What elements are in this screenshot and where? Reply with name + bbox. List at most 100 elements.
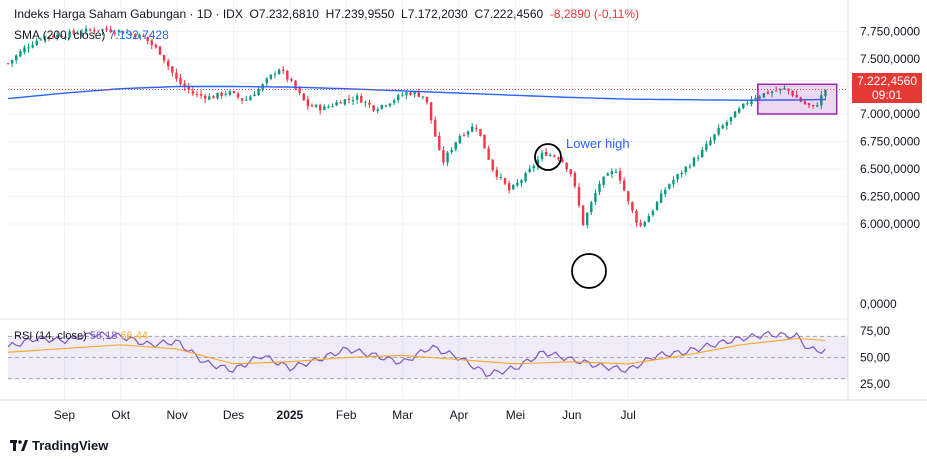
candle-body [191,90,195,94]
candle [622,177,626,191]
candle [191,86,195,97]
candle [109,25,112,34]
candle-body [68,31,71,38]
candle [51,34,55,39]
candle-body [594,192,597,202]
candle [314,103,318,108]
candle [659,189,663,204]
candle [43,35,47,44]
candle-body [754,97,757,100]
candle-body [721,125,724,129]
candle [701,146,704,158]
candle-body [208,96,211,100]
candle [158,46,162,55]
candle [199,90,203,99]
candle [130,32,133,37]
time-tick-label: 2025 [277,408,304,422]
candle [93,27,96,35]
candle [561,157,564,163]
candle-body [302,93,305,101]
candle-body [807,103,811,106]
candle [643,221,646,228]
candle-body [405,92,408,96]
candle-body [647,215,651,223]
candle [60,33,63,38]
rsi-label: RSI (14, close) [14,330,87,342]
candle-body [458,136,462,144]
price-tick-label: 6.500,0000 [860,162,920,176]
candle-body [298,88,301,94]
candle [585,212,589,229]
candle-body [183,83,186,87]
candle-body [130,33,133,35]
candle [68,29,71,40]
candle [203,93,207,104]
price-tick-label: 7.000,0000 [860,107,920,121]
chart-header: Indeks Harga Saham Gabungan · 1D · IDX O… [14,7,639,21]
candle-body [557,157,560,160]
candle-body [684,166,687,173]
candle-body [150,40,153,45]
candle [664,187,667,198]
candle-body [27,47,30,49]
low-value: 7.172,2030 [407,7,468,21]
candle-body [446,152,449,163]
candle-body [561,160,564,162]
time-tick-label: Apr [450,408,469,422]
candle-body [93,30,96,32]
candle-body [750,99,753,105]
candle-body [265,78,268,84]
candle [84,25,88,35]
candle-body [121,31,125,34]
candle-body [331,105,334,107]
candle-body [167,60,170,67]
price-tick-label: 0,0000 [860,297,897,311]
candle-body [253,94,256,97]
last-price-value: 7.222,4560 [856,74,918,88]
candle [154,43,158,49]
candle [688,163,692,169]
candle [721,123,724,130]
candle [470,122,474,133]
candle-body [224,93,227,95]
candle [401,91,404,97]
candle-body [512,184,515,190]
candle-body [306,99,310,107]
time-tick-label: Mar [392,408,413,422]
candle [581,205,585,226]
candle [10,59,14,68]
candle-body [795,94,798,98]
candle-body [487,148,490,160]
low-point-circle [571,253,607,289]
interval[interactable]: 1D [196,7,213,21]
candle [376,107,379,114]
candle [536,155,540,170]
sma-label: SMA (200, close) [14,28,106,42]
candle-body [318,105,322,111]
candle [454,141,457,152]
candle [15,54,18,64]
candle [565,162,568,172]
candle-body [314,104,318,107]
candle [146,36,149,45]
lower-high-annotation: Lower high [566,136,630,151]
candle-body [388,103,392,106]
tradingview-logo[interactable]: TradingView [10,438,108,453]
candle [725,120,729,130]
candle-body [507,183,511,191]
candle-body [770,91,774,94]
sma-legend[interactable]: SMA (200, close) 7.132,7428 [14,28,169,42]
candle [606,172,609,176]
candle [692,156,696,167]
candle-body [171,66,174,73]
time-tick-label: Feb [336,408,357,422]
candle [824,89,827,101]
symbol-name[interactable]: Indeks Harga Saham Gabungan [14,7,187,21]
candle-body [60,35,63,38]
candle-body [199,94,203,96]
candle [647,213,651,223]
candle-body [236,93,240,98]
rsi-legend[interactable]: RSI (14, close) 56,18 66,44 [14,330,148,342]
candle [187,82,190,94]
